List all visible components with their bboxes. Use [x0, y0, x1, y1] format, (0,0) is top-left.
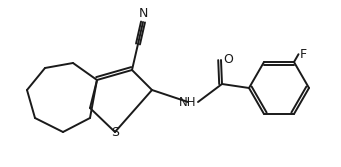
Text: NH: NH	[179, 96, 197, 109]
Text: S: S	[111, 125, 119, 138]
Text: N: N	[138, 7, 148, 20]
Text: F: F	[299, 48, 307, 61]
Text: O: O	[223, 52, 233, 65]
